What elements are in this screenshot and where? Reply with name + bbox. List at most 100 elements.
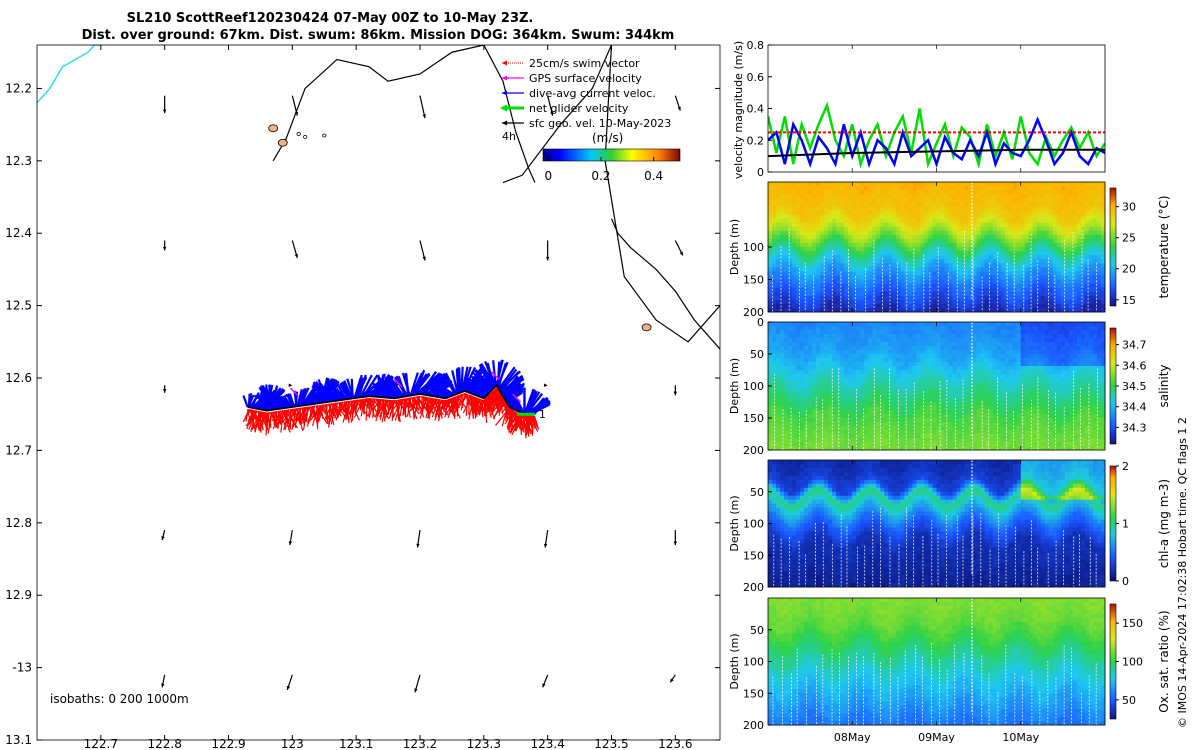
section-cell	[1092, 190, 1098, 195]
section-cell	[908, 275, 913, 280]
section-cell	[836, 370, 841, 375]
section-cell	[1052, 190, 1058, 195]
section-cell	[792, 426, 797, 431]
section-cell	[948, 287, 953, 293]
section-cell	[796, 370, 801, 375]
section-cell	[888, 247, 893, 252]
section-cell	[788, 206, 793, 211]
section-cell	[792, 354, 797, 359]
section-cell	[776, 287, 781, 293]
map-x-tick-label: 122.7	[84, 737, 118, 750]
section-cell	[984, 247, 990, 252]
section-cell	[1072, 271, 1078, 276]
section-cell	[872, 234, 877, 240]
section-cell	[804, 230, 809, 236]
section-cell	[992, 182, 998, 187]
section-cell	[840, 346, 845, 351]
section-cell	[952, 202, 957, 207]
map-y-tick-label: 12.6	[5, 371, 32, 385]
velocity-y-tick-label: 0.4	[747, 103, 765, 116]
map-y-tick-label: 12.3	[5, 154, 32, 168]
section-cell	[992, 194, 998, 199]
section-cell	[804, 303, 809, 309]
section-cell	[1068, 291, 1074, 297]
section-cell	[996, 275, 1002, 280]
section-cell	[872, 291, 877, 297]
section-cell	[1036, 198, 1042, 203]
section-cell	[852, 214, 857, 219]
section-cell	[904, 382, 909, 387]
section-cell	[1044, 206, 1050, 211]
section-cell	[768, 406, 773, 411]
section-cell	[900, 390, 905, 395]
section-cell	[876, 226, 881, 232]
section-cell	[880, 350, 885, 355]
swim-vector	[384, 400, 396, 419]
section-cell	[768, 182, 773, 187]
section-cell	[896, 222, 901, 228]
section-cell	[1064, 291, 1070, 297]
section-cell	[1012, 283, 1018, 289]
section-cell	[784, 283, 789, 289]
section-cell	[844, 271, 849, 276]
geo-vector-head	[288, 541, 293, 546]
section-cell	[984, 198, 990, 203]
section-cell	[1084, 218, 1090, 224]
section-cell	[952, 194, 957, 199]
section-cell	[832, 202, 837, 207]
section-cell	[776, 303, 781, 309]
section-cell	[788, 295, 793, 301]
swim-vector	[403, 397, 412, 412]
section-cell	[1060, 226, 1066, 232]
section-cell	[876, 322, 881, 327]
section-cell	[908, 206, 913, 211]
section-cell	[1036, 234, 1042, 240]
section-cell	[824, 418, 829, 423]
section-cell	[1080, 299, 1086, 305]
section-cell	[848, 198, 853, 203]
section-cell	[800, 438, 805, 443]
section-cell	[1056, 210, 1062, 215]
section-cell	[880, 330, 885, 335]
section-cell	[892, 362, 897, 367]
section-cell	[1044, 198, 1050, 203]
swim-vector	[471, 397, 478, 410]
section-cell	[864, 230, 869, 236]
section-cell	[952, 247, 957, 252]
section-cell	[912, 287, 917, 293]
section-cell	[956, 238, 961, 244]
section-cell	[844, 295, 849, 301]
section-cell	[780, 434, 785, 439]
section-cell	[976, 202, 982, 207]
section-cell	[892, 394, 897, 399]
section-cell	[780, 386, 785, 391]
section-cell	[824, 346, 829, 351]
section-cell	[832, 418, 837, 423]
section-cell	[916, 255, 921, 260]
section-cell	[1076, 210, 1082, 215]
section-cell	[912, 202, 917, 207]
section-cell	[944, 251, 949, 256]
section-cell	[1024, 299, 1030, 305]
section-cell	[1084, 234, 1090, 240]
section-cell	[816, 358, 821, 363]
section-cell	[776, 226, 781, 232]
section-cell	[1032, 291, 1038, 297]
geo-vector	[419, 95, 426, 119]
section-cell	[876, 330, 881, 335]
section-cell	[1084, 198, 1090, 203]
section-cell	[884, 259, 889, 264]
section-cell	[948, 267, 953, 272]
section-cell	[844, 330, 849, 335]
section-cell	[912, 210, 917, 215]
section-cell	[896, 299, 901, 305]
section-cell	[796, 442, 801, 447]
section-cell	[1048, 271, 1054, 276]
section-cell	[920, 283, 925, 289]
section-cell	[988, 190, 994, 195]
section-cell	[1088, 251, 1094, 256]
section-cell	[992, 275, 998, 280]
section-cell	[772, 338, 777, 343]
swim-vector	[395, 399, 400, 422]
section-cell	[1004, 186, 1010, 191]
